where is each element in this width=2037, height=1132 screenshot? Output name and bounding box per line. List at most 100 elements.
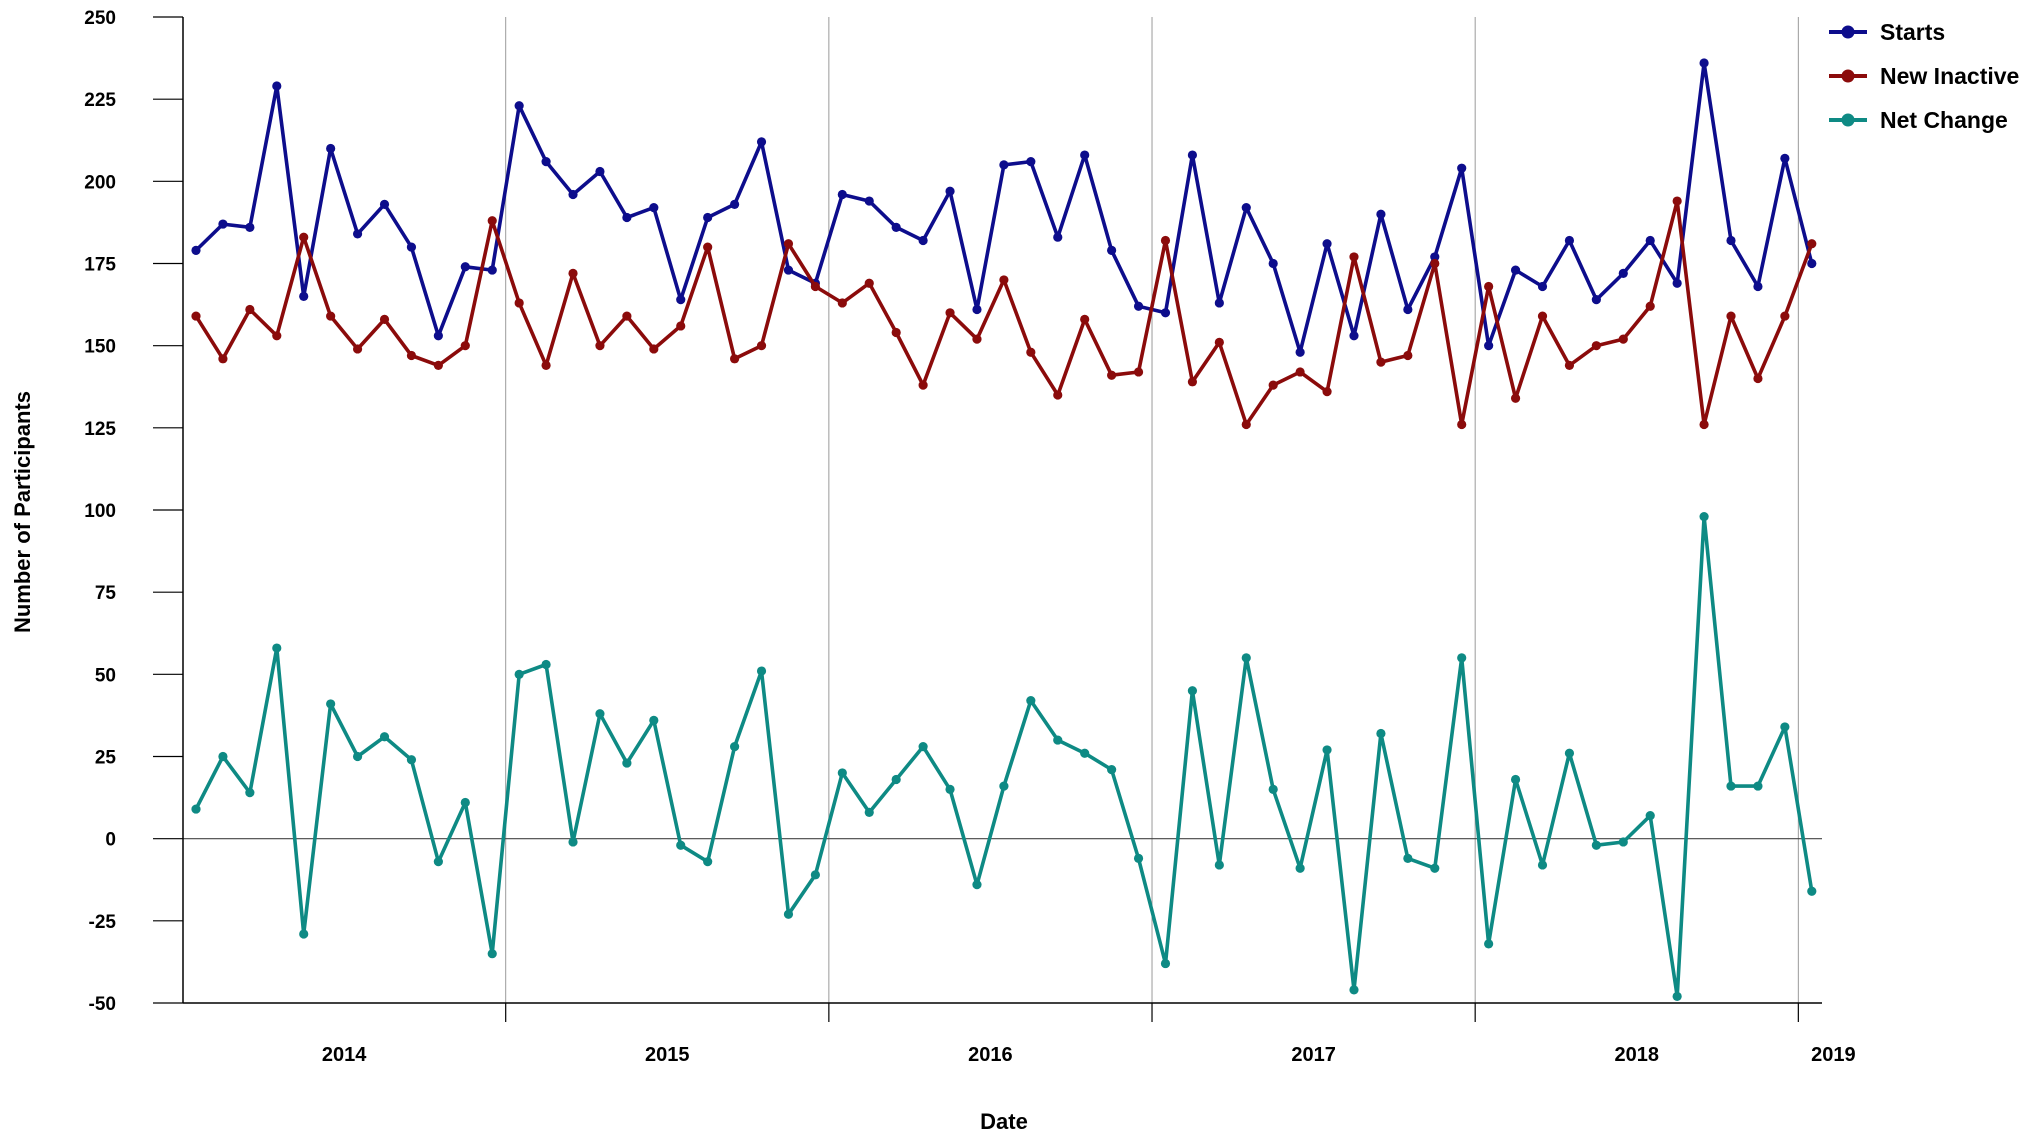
data-point xyxy=(379,732,390,742)
data-point xyxy=(1376,209,1386,219)
legend-item-new-inactive[interactable]: New Inactive xyxy=(1829,63,2019,89)
data-point xyxy=(1726,235,1736,246)
data-point xyxy=(352,229,363,239)
data-point xyxy=(1187,150,1198,160)
data-point xyxy=(1591,840,1601,850)
legend[interactable]: Starts New Inactive Net Change xyxy=(1829,19,2019,133)
data-point xyxy=(756,666,767,676)
data-point xyxy=(1430,258,1440,269)
data-point xyxy=(541,157,551,167)
y-tick-label: 250 xyxy=(84,8,116,29)
y-tick-label: 50 xyxy=(95,665,116,686)
data-point xyxy=(1322,745,1332,755)
data-point xyxy=(703,242,713,252)
data-point xyxy=(218,354,228,364)
data-point xyxy=(1214,337,1224,347)
data-point xyxy=(1107,765,1117,775)
data-point xyxy=(972,334,982,344)
data-point xyxy=(622,212,632,223)
y-tick-label: 150 xyxy=(84,337,116,358)
data-point xyxy=(568,189,578,200)
legend-swatch-marker xyxy=(1841,25,1855,39)
data-point xyxy=(1484,341,1494,351)
x-axis-title: Date xyxy=(980,1109,1028,1132)
data-point xyxy=(1618,268,1628,278)
data-point xyxy=(595,166,605,177)
data-point xyxy=(649,715,659,725)
data-point xyxy=(1457,653,1467,663)
data-point xyxy=(810,870,820,880)
data-point xyxy=(406,755,417,765)
data-point xyxy=(1322,239,1332,249)
data-point xyxy=(1268,784,1278,794)
data-point xyxy=(837,189,847,200)
legend-item-starts[interactable]: Starts xyxy=(1829,19,1945,45)
data-point xyxy=(1510,774,1521,785)
legend-item-net-change[interactable]: Net Change xyxy=(1829,107,2008,133)
data-point xyxy=(191,311,201,321)
data-point xyxy=(595,341,605,351)
data-point xyxy=(972,304,982,315)
data-point xyxy=(864,196,874,206)
data-point xyxy=(730,199,740,209)
data-point xyxy=(1564,360,1575,370)
data-point xyxy=(1537,281,1548,292)
data-point xyxy=(1618,334,1628,344)
data-point xyxy=(326,699,336,709)
data-point xyxy=(1133,367,1144,377)
data-point xyxy=(1726,781,1736,791)
data-point xyxy=(1133,853,1144,863)
data-point xyxy=(1484,939,1494,949)
data-point xyxy=(1349,252,1359,262)
data-point xyxy=(1672,991,1682,1002)
data-point xyxy=(1295,863,1305,873)
x-tick-label: 2015 xyxy=(645,1044,690,1066)
data-point xyxy=(191,804,201,814)
x-tick-label: 2018 xyxy=(1615,1044,1660,1066)
data-point xyxy=(1187,686,1198,696)
data-point xyxy=(1107,370,1117,380)
x-axis-ticks: 2014 2015 2016 2017 2018 2019 xyxy=(322,1003,1856,1066)
y-tick-label: 175 xyxy=(84,255,116,276)
data-point xyxy=(783,909,794,919)
data-point xyxy=(568,837,578,847)
data-point xyxy=(272,643,282,653)
y-tick-label: 0 xyxy=(105,830,116,851)
data-point xyxy=(703,857,713,867)
data-point xyxy=(1699,511,1709,522)
data-point xyxy=(1241,203,1251,213)
data-point xyxy=(1133,301,1144,311)
data-point xyxy=(649,344,659,354)
series-new-inactive xyxy=(191,196,1817,430)
data-point xyxy=(433,360,443,370)
y-axis-title: Number of Participants xyxy=(10,391,35,633)
data-point xyxy=(1295,347,1305,357)
data-point xyxy=(460,341,470,351)
x-tick-label: 2019 xyxy=(1811,1044,1856,1066)
y-tick-label: -50 xyxy=(89,994,116,1015)
data-point xyxy=(1457,163,1467,173)
data-point xyxy=(1430,863,1440,873)
series-line-new-inactive xyxy=(194,199,1814,427)
data-point xyxy=(514,101,524,111)
data-point xyxy=(460,797,470,808)
data-point xyxy=(999,275,1009,285)
data-point xyxy=(245,788,255,798)
y-tick-label: 75 xyxy=(95,583,117,604)
data-point xyxy=(218,219,228,229)
data-point xyxy=(1053,735,1063,745)
x-tick-label: 2017 xyxy=(1291,1044,1336,1066)
data-point xyxy=(1564,235,1575,246)
data-point xyxy=(1403,350,1413,361)
data-point xyxy=(595,709,605,719)
data-point xyxy=(1645,811,1655,821)
data-point xyxy=(1403,304,1413,315)
data-point xyxy=(1107,245,1117,255)
data-point xyxy=(1241,419,1251,430)
y-tick-label: 125 xyxy=(84,419,116,440)
y-tick-label: 100 xyxy=(84,501,116,522)
data-point xyxy=(945,186,955,196)
data-point xyxy=(487,949,497,959)
data-point xyxy=(460,262,470,272)
